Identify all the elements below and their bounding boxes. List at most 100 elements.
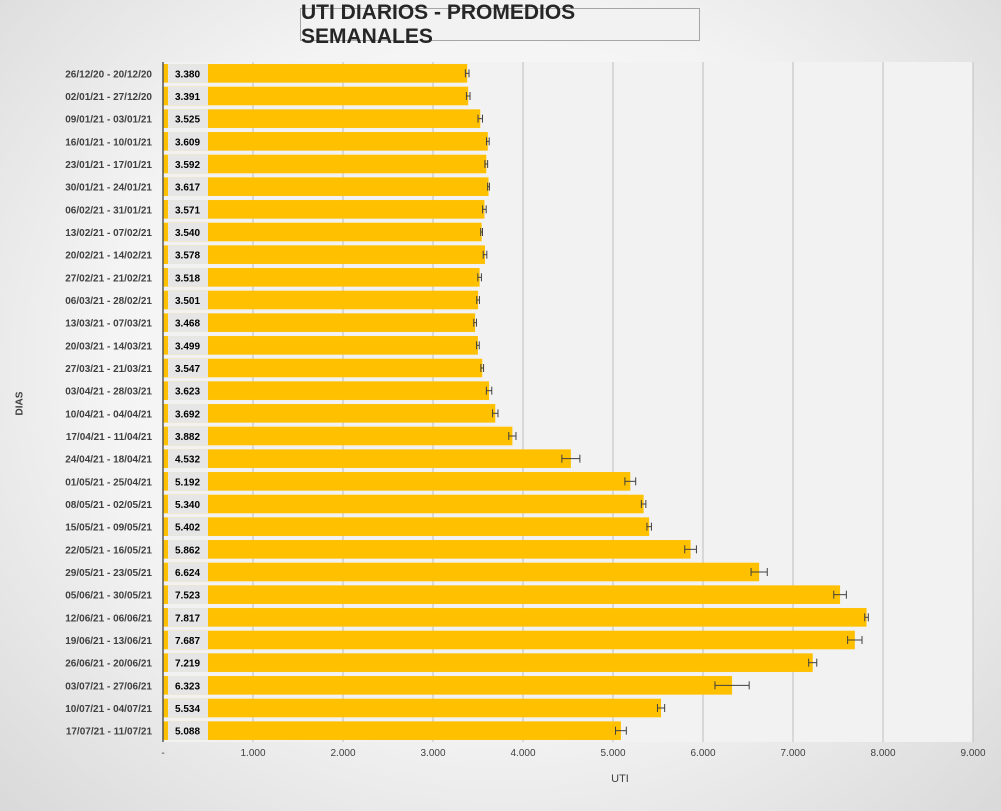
value-label-box [168, 245, 208, 264]
value-label: 3.525 [175, 115, 200, 126]
x-tick-label: 9.000 [960, 748, 985, 759]
error-bar [640, 500, 647, 508]
value-label-box [168, 449, 208, 468]
value-label-box [168, 540, 208, 559]
error-bar [864, 613, 869, 622]
value-label: 7.219 [175, 659, 200, 670]
category-label: 12/06/21 - 06/06/21 [65, 613, 152, 624]
value-label-box [168, 562, 208, 582]
value-label: 5.402 [175, 523, 200, 534]
value-label-box [168, 517, 208, 536]
gridlines [252, 62, 974, 742]
error-bar [615, 726, 627, 735]
value-label: 5.088 [175, 727, 200, 738]
x-tick-label: - [161, 748, 164, 759]
bar [163, 132, 488, 151]
value-label-box [168, 64, 208, 83]
value-label-box [168, 109, 208, 128]
value-label-box [168, 653, 208, 672]
value-label: 5.192 [175, 477, 200, 488]
category-label: 01/05/21 - 25/04/21 [65, 477, 152, 488]
value-label-box [168, 721, 208, 740]
bar [163, 336, 478, 355]
error-bar [482, 250, 488, 259]
error-bar [833, 590, 847, 599]
value-label: 3.547 [175, 364, 200, 375]
x-tick-label: 2.000 [330, 748, 355, 759]
category-label: 19/06/21 - 13/06/21 [65, 636, 152, 647]
error-bar [847, 636, 863, 644]
bar [163, 562, 760, 582]
value-label-box [168, 494, 208, 514]
value-label-box [168, 585, 208, 604]
value-label-box [168, 358, 208, 378]
value-label: 3.540 [175, 228, 200, 239]
category-label: 30/01/21 - 24/01/21 [65, 183, 152, 194]
category-label: 13/02/21 - 07/02/21 [65, 228, 152, 239]
error-bar [656, 704, 666, 712]
category-label: 29/05/21 - 23/05/21 [65, 568, 152, 579]
value-label: 6.624 [175, 568, 200, 579]
value-label: 3.380 [175, 69, 200, 80]
category-label: 23/01/21 - 17/01/21 [65, 160, 152, 171]
error-bar [750, 568, 768, 576]
bar [163, 358, 483, 378]
value-label-box [168, 426, 208, 446]
category-label: 24/04/21 - 18/04/21 [65, 455, 152, 466]
value-label-box [168, 404, 208, 423]
x-tick-label: 4.000 [510, 748, 535, 759]
value-label: 3.468 [175, 319, 200, 330]
category-label: 20/03/21 - 14/03/21 [65, 341, 152, 352]
value-label-box [168, 608, 208, 627]
value-label-box [168, 630, 208, 650]
category-label: 20/02/21 - 14/02/21 [65, 251, 152, 262]
value-label: 7.523 [175, 591, 200, 602]
bar [163, 698, 662, 718]
value-label-box [168, 336, 208, 355]
category-labels: 26/12/20 - 20/12/20 02/01/21 - 27/12/20 09… [65, 69, 152, 737]
value-label-box [168, 132, 208, 151]
value-label: 3.391 [175, 92, 200, 103]
bar [163, 177, 489, 196]
value-label: 3.499 [175, 341, 200, 352]
value-labels: 3.380 3.391 3.525 3.609 3.592 3.617 3.571 3.540… [168, 64, 208, 740]
error-bar [476, 296, 480, 304]
bar [163, 154, 487, 174]
error-bars [464, 69, 869, 735]
x-tick-label: 7.000 [780, 748, 805, 759]
bar [163, 449, 571, 468]
value-label-box [168, 472, 208, 491]
category-label: 27/03/21 - 21/03/21 [65, 364, 152, 375]
value-label-box [168, 381, 208, 400]
x-tick-label: 6.000 [690, 748, 715, 759]
value-label: 3.623 [175, 387, 200, 398]
error-bar [484, 160, 489, 168]
bar [163, 64, 468, 83]
value-label-box [168, 154, 208, 174]
error-bar [477, 114, 483, 123]
value-label: 5.340 [175, 500, 200, 511]
x-tick-labels: - 1.000 2.000 3.000 4.000 5.000 6.000 7.000 8.00… [161, 748, 986, 759]
category-label: 08/05/21 - 02/05/21 [65, 500, 152, 511]
error-bar [561, 454, 581, 463]
error-bar [808, 658, 818, 667]
bar [163, 200, 485, 219]
category-label: 05/06/21 - 30/05/21 [65, 591, 152, 602]
category-label: 17/07/21 - 11/07/21 [66, 727, 153, 738]
error-bar [482, 205, 487, 214]
value-label-box [168, 86, 208, 106]
x-tick-label: 8.000 [870, 748, 895, 759]
error-bar [476, 341, 480, 350]
bar [163, 245, 486, 264]
bar [163, 585, 841, 604]
bar [163, 381, 490, 400]
bar [163, 268, 480, 287]
error-bar [487, 182, 490, 191]
bar [163, 630, 855, 650]
value-label: 3.592 [175, 160, 200, 171]
error-bar [508, 432, 517, 440]
value-label: 3.882 [175, 432, 200, 443]
bar [163, 676, 733, 695]
value-label-box [168, 313, 208, 332]
value-label: 3.518 [175, 273, 200, 284]
